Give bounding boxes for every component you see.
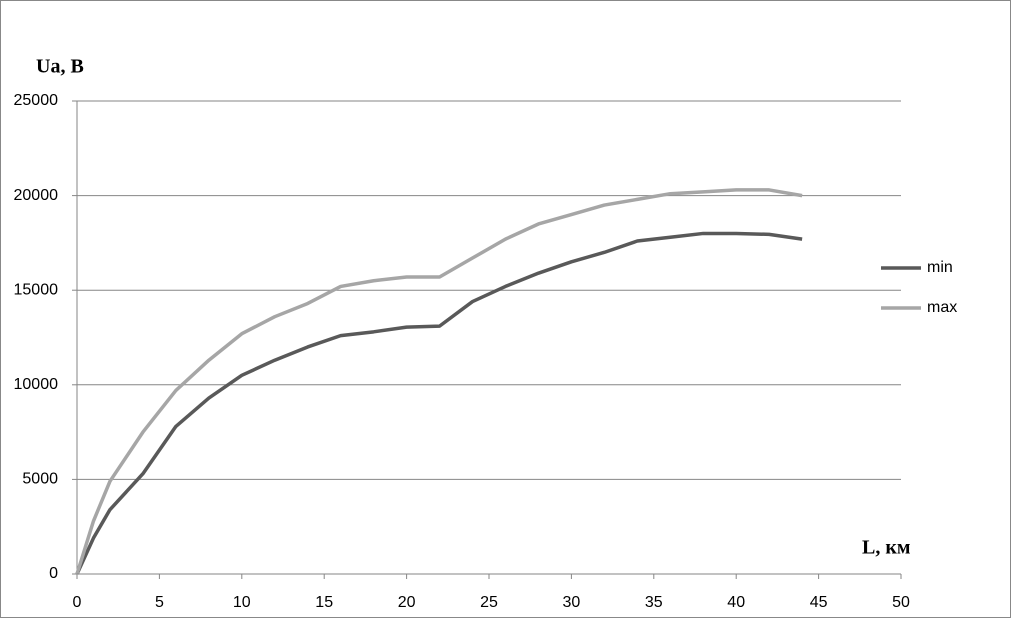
y-axis-title: Ua, В: [36, 56, 84, 78]
x-tick-label: 40: [727, 594, 745, 611]
y-tick-label: 0: [49, 565, 58, 582]
y-tick-label: 10000: [14, 376, 59, 393]
x-tick-label: 50: [892, 594, 910, 611]
y-tick-label: 25000: [14, 92, 59, 109]
y-tick-label: 5000: [22, 471, 58, 488]
x-tick-label: 30: [563, 594, 581, 611]
x-axis-title: L, км: [862, 537, 911, 559]
y-tick-label: 15000: [14, 281, 59, 298]
legend-label: max: [927, 299, 957, 316]
x-tick-label: 20: [398, 594, 416, 611]
legend-label: min: [927, 259, 953, 276]
x-tick-label: 45: [810, 594, 828, 611]
series-line: [75, 188, 803, 575]
x-tick-label: 25: [480, 594, 498, 611]
x-tick-label: 10: [233, 594, 251, 611]
x-tick-label: 5: [155, 594, 164, 611]
series-line: [75, 231, 803, 575]
x-tick-label: 35: [645, 594, 663, 611]
y-tick-label: 20000: [14, 187, 59, 204]
x-tick-label: 0: [73, 594, 82, 611]
x-tick-label: 15: [315, 594, 333, 611]
